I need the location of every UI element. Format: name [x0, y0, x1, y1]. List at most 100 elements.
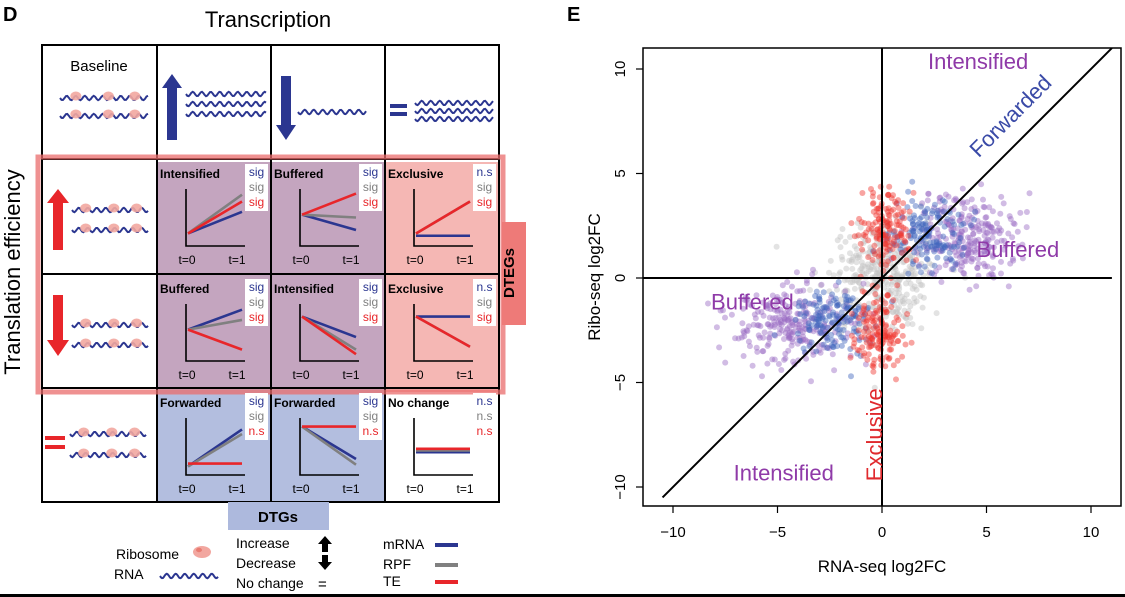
data-point	[971, 247, 978, 254]
data-point	[911, 232, 918, 239]
data-point	[834, 302, 841, 309]
data-point	[855, 330, 862, 337]
data-point	[930, 246, 937, 253]
data-point	[835, 326, 841, 333]
data-point	[974, 265, 981, 271]
data-point	[785, 303, 792, 310]
data-point	[893, 222, 900, 228]
annotation-label: Exclusive	[862, 388, 887, 481]
data-point	[818, 281, 825, 288]
cell-title: Buffered	[160, 282, 209, 296]
transcription-up-icon	[162, 74, 267, 140]
data-point	[864, 281, 871, 288]
data-point	[778, 296, 784, 303]
significance-label: sig	[363, 165, 378, 179]
data-point	[916, 224, 923, 230]
data-point	[841, 337, 848, 344]
data-point	[818, 329, 824, 336]
data-point	[823, 304, 830, 310]
data-point	[907, 254, 914, 261]
significance-label: n.s	[476, 394, 492, 408]
panel-d: D Transcription Translation efficiency D…	[0, 4, 526, 593]
data-point	[865, 250, 872, 257]
data-point	[989, 271, 996, 278]
data-point	[850, 328, 857, 335]
data-point	[893, 242, 900, 249]
data-point	[873, 212, 880, 219]
cell-title: Intensified	[160, 167, 220, 181]
decrease-arrow-icon	[318, 555, 332, 570]
data-point	[912, 270, 919, 277]
data-point	[859, 190, 866, 196]
data-point	[936, 198, 943, 205]
data-point	[954, 261, 961, 268]
data-point	[891, 301, 898, 308]
data-point	[1010, 220, 1017, 227]
data-point	[888, 287, 895, 294]
data-point	[906, 208, 913, 215]
data-point	[903, 315, 910, 322]
mini-axes	[299, 189, 359, 247]
data-point	[916, 228, 923, 235]
data-point	[800, 302, 807, 309]
data-point	[975, 226, 982, 233]
te-line	[301, 192, 357, 216]
data-point	[949, 218, 956, 225]
significance-label: sig	[477, 310, 492, 324]
data-point	[955, 242, 962, 249]
data-point	[986, 272, 993, 279]
data-point	[913, 286, 920, 293]
data-point	[951, 231, 958, 237]
data-point	[883, 218, 890, 225]
data-point	[771, 306, 778, 313]
scatter-points	[705, 178, 1033, 391]
data-point	[787, 315, 794, 322]
data-point	[897, 298, 904, 305]
data-point	[871, 356, 878, 363]
data-point	[757, 323, 764, 330]
tick-label-t0: t=0	[406, 482, 423, 496]
data-point	[943, 255, 950, 262]
data-point	[795, 311, 802, 317]
data-point	[778, 310, 785, 317]
data-point	[835, 301, 842, 308]
data-point	[892, 290, 899, 297]
data-point	[954, 225, 961, 232]
ribosome-icon	[106, 448, 118, 458]
data-point	[775, 319, 782, 326]
data-point	[824, 337, 831, 343]
data-point	[882, 261, 889, 268]
data-point	[1011, 221, 1018, 227]
data-point	[956, 217, 963, 224]
data-point	[774, 294, 781, 300]
data-point	[815, 347, 822, 354]
data-point	[849, 265, 856, 272]
ribosome-icon	[70, 91, 82, 101]
data-point	[795, 327, 802, 334]
data-point	[920, 294, 927, 301]
y-tick-label: 0	[612, 274, 629, 282]
data-point	[855, 251, 862, 258]
ribosome-icon	[129, 448, 141, 458]
data-point	[961, 244, 968, 251]
data-point	[968, 196, 975, 203]
data-point	[833, 311, 840, 318]
tick-label-t0: t=0	[292, 253, 309, 267]
data-point	[828, 321, 835, 327]
data-point	[958, 228, 965, 235]
data-point	[803, 338, 810, 345]
data-point	[952, 262, 959, 269]
data-point	[875, 253, 882, 260]
data-point	[998, 270, 1004, 277]
ribosome-icon	[108, 203, 120, 213]
data-point	[997, 210, 1004, 217]
data-point	[875, 255, 882, 262]
data-point	[916, 262, 922, 269]
data-point	[814, 306, 821, 313]
data-point	[744, 328, 751, 335]
data-point	[919, 221, 926, 228]
data-point	[929, 262, 936, 268]
data-point	[796, 321, 803, 328]
